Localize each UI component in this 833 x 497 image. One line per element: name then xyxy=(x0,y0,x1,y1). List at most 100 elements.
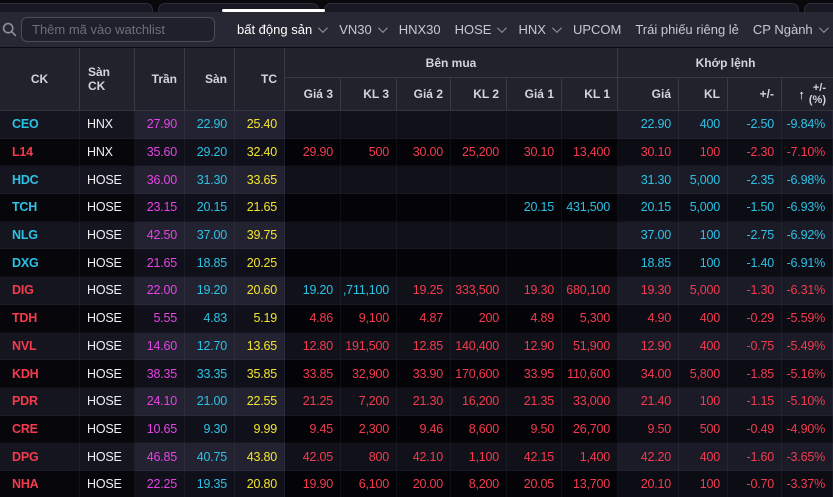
column-header-gia-1[interactable]: Giá 1 xyxy=(507,78,562,110)
reference-price-cell: 32.40 xyxy=(235,138,285,167)
table-row[interactable]: DPG HOSE 46.85 40.75 43.80 42.05 800 42.10 1,100… xyxy=(0,443,833,471)
buy-volume-3: 191,500 xyxy=(341,332,397,361)
reference-price-cell: 9.99 xyxy=(235,415,285,444)
exchange-cell: HOSE xyxy=(80,443,135,471)
ticker-cell: L14 xyxy=(0,138,80,167)
ticker-cell: NVL xyxy=(0,332,80,361)
buy-price-1 xyxy=(507,221,562,250)
watchlist-search[interactable] xyxy=(21,17,215,42)
buy-volume-3: 6,100 xyxy=(341,470,397,497)
buy-price-2: 30.00 xyxy=(397,138,451,167)
tab-bất-động-sản[interactable]: bất động sản xyxy=(235,18,329,41)
column-header-ck[interactable]: CK xyxy=(0,48,80,110)
buy-volume-2: 25,200 xyxy=(451,138,507,167)
column-header-kl-3[interactable]: KL 3 xyxy=(341,78,397,110)
match-price: 31.30 xyxy=(618,166,679,195)
floor-price-cell: 9.30 xyxy=(185,415,235,444)
search-input[interactable] xyxy=(22,22,214,37)
ceiling-price-cell: 10.65 xyxy=(135,415,185,444)
buy-price-2: 20.00 xyxy=(397,470,451,497)
exchange-cell: HOSE xyxy=(80,221,135,250)
buy-price-2: 9.46 xyxy=(397,415,451,444)
floor-price-cell: 12.70 xyxy=(185,332,235,361)
buy-price-3: 9.45 xyxy=(285,415,341,444)
floor-price-cell: 29.20 xyxy=(185,138,235,167)
buy-price-1: 20.15 xyxy=(507,194,562,222)
change-percent-cell: -3.65% xyxy=(782,443,833,471)
tab-vn30[interactable]: VN30 xyxy=(337,18,388,41)
column-header-san[interactable]: Sàn xyxy=(185,48,235,110)
table-row[interactable]: NLG HOSE 42.50 37.00 39.75 37.00 100 -2.75 -6.92… xyxy=(0,221,833,250)
reference-price-cell: 20.60 xyxy=(235,277,285,305)
column-header-gia-3[interactable]: Giá 3 xyxy=(285,78,341,110)
table-header: CK Sàn CK Trần Sàn TC Bên mua Khớp lệnh … xyxy=(0,48,833,111)
column-header-kl-1[interactable]: KL 1 xyxy=(562,78,618,110)
tab-cp-ngành[interactable]: CP Ngành xyxy=(751,18,829,41)
column-header-change-percent[interactable]: ↑ +/- (%) xyxy=(782,78,833,110)
top-panel-edge xyxy=(0,3,153,12)
top-strip xyxy=(0,0,833,12)
reference-price-cell: 20.25 xyxy=(235,249,285,278)
table-row[interactable]: CRE HOSE 10.65 9.30 9.99 9.45 2,300 9.46 8,600 9.… xyxy=(0,415,833,444)
exchange-cell: HOSE xyxy=(80,249,135,278)
tab-hose[interactable]: HOSE xyxy=(453,18,508,41)
table-row[interactable]: DXG HOSE 21.65 18.85 20.25 18.85 100 -1.40 -6.91… xyxy=(0,249,833,278)
table-row[interactable]: NHA HOSE 22.25 19.35 20.80 19.90 6,100 20.00 8,2… xyxy=(0,470,833,497)
ticker-cell: CEO xyxy=(0,111,80,139)
table-row[interactable]: NVL HOSE 14.60 12.70 13.65 12.80 191,500 12.85 1… xyxy=(0,332,833,361)
buy-volume-3 xyxy=(341,221,397,250)
table-row[interactable]: L14 HNX 35.60 29.20 32.40 29.90 500 30.00 25,200… xyxy=(0,138,833,167)
buy-volume-2 xyxy=(451,249,507,278)
column-header-gia[interactable]: Giá xyxy=(618,78,679,110)
column-header-gia-2[interactable]: Giá 2 xyxy=(397,78,451,110)
column-header-change[interactable]: +/- xyxy=(728,78,782,110)
column-header-kl[interactable]: KL xyxy=(679,78,728,110)
group-header-khop-lenh: Khớp lệnh xyxy=(618,48,833,78)
table-row[interactable]: TCH HOSE 23.15 20.15 21.65 20.15 431,500 20.15 5… xyxy=(0,194,833,222)
sort-asc-icon[interactable]: ↑ xyxy=(798,86,805,102)
chevron-down-icon xyxy=(551,23,562,34)
column-header-tran[interactable]: Trần xyxy=(135,48,185,110)
tab-trái-phiếu-riêng-lẻ[interactable]: Trái phiếu riêng lẻ xyxy=(633,18,741,41)
match-price: 4.90 xyxy=(618,304,679,333)
buy-price-2: 42.10 xyxy=(397,443,451,471)
table-row[interactable]: KDH HOSE 38.35 33.35 35.85 33.85 32,900 33.90 17… xyxy=(0,360,833,388)
column-header-tc[interactable]: TC xyxy=(235,48,285,110)
exchange-cell: HOSE xyxy=(80,304,135,333)
group-header-ben-mua: Bên mua xyxy=(285,48,618,78)
top-panel-edge xyxy=(324,3,799,12)
buy-volume-2: 1,100 xyxy=(451,443,507,471)
match-price: 42.20 xyxy=(618,443,679,471)
change-percent-label: +/- (%) xyxy=(808,81,826,106)
change-cell: -2.35 xyxy=(728,166,782,195)
buy-volume-1 xyxy=(562,249,618,278)
match-price: 9.50 xyxy=(618,415,679,444)
match-price: 20.10 xyxy=(618,470,679,497)
table-row[interactable]: CEO HNX 27.90 22.90 25.40 22.90 400 -2.50 -9.84% xyxy=(0,111,833,139)
floor-price-cell: 37.00 xyxy=(185,221,235,250)
exchange-cell: HOSE xyxy=(80,277,135,305)
column-header-kl-2[interactable]: KL 2 xyxy=(451,78,507,110)
table-row[interactable]: HDC HOSE 36.00 31.30 33.65 31.30 5,000 -2.35 -6.… xyxy=(0,166,833,195)
tab-label: UPCOM xyxy=(572,22,622,37)
tab-label: Trái phiếu riêng lẻ xyxy=(635,22,739,37)
tab-hnx30[interactable]: HNX30 xyxy=(397,18,443,41)
table-row[interactable]: TDH HOSE 5.55 4.83 5.19 4.86 9,100 4.87 200 4.89 5… xyxy=(0,304,833,333)
ticker-cell: NLG xyxy=(0,221,80,250)
ticker-cell: NHA xyxy=(0,470,80,497)
tab-upcom[interactable]: UPCOM xyxy=(571,18,623,41)
change-cell: -1.60 xyxy=(728,443,782,471)
top-panel-edge xyxy=(158,3,319,12)
buy-price-2: 12.85 xyxy=(397,332,451,361)
active-tab-indicator xyxy=(222,9,325,12)
table-row[interactable]: PDR HOSE 24.10 21.00 22.55 21.25 7,200 21.30 16,… xyxy=(0,387,833,416)
table-row[interactable]: DIG HOSE 22.00 19.20 20.60 19.20,711,100 19.25… xyxy=(0,277,833,305)
change-cell: -1.15 xyxy=(728,387,782,416)
change-percent-cell: -4.90% xyxy=(782,415,833,444)
exchange-cell: HNX xyxy=(80,111,135,139)
change-percent-cell: -5.10% xyxy=(782,387,833,416)
tab-hnx[interactable]: HNX xyxy=(516,18,562,41)
column-header-san-ck[interactable]: Sàn CK xyxy=(80,48,135,110)
buy-price-1 xyxy=(507,166,562,195)
